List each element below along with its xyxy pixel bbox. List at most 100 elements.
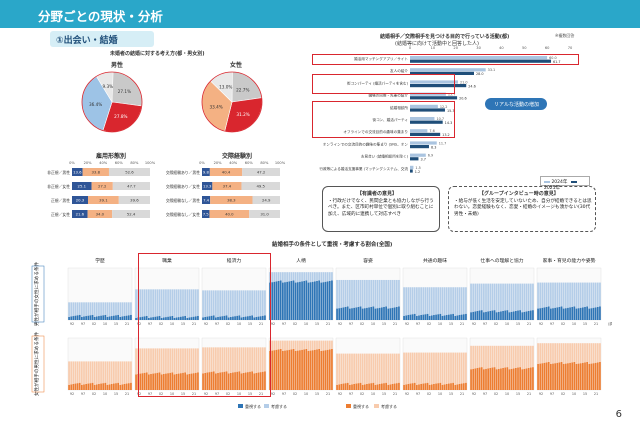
cond-bar-con-1-7-26 [592, 343, 595, 364]
cond-bar-con-0-0-15 [100, 302, 102, 316]
cond-bar-con-0-3-28 [328, 272, 331, 281]
cond-bar-con-0-6-7 [485, 283, 487, 312]
cond-bar-con-0-3-13 [296, 272, 299, 283]
cond-bar-imp-0-2-4 [210, 315, 213, 320]
cond-bar-con-0-3-26 [324, 272, 327, 282]
cond-bar-con-1-4-23 [385, 353, 387, 383]
pie-male-value-2: 36.4% [89, 102, 102, 107]
cond-panel-1-4 [335, 337, 401, 391]
interview-title: 【グループインタビュー時の意見】 [479, 191, 559, 197]
interview-text: ・給与が低く生活を安定していないため、自分が結婚できるとは思わない。恋愛経験もな… [454, 199, 592, 217]
cond-bar-imp-1-4-3 [342, 383, 345, 390]
cond-bar-con-0-7-0 [537, 282, 539, 309]
cond-bar-con-0-2-8 [219, 290, 221, 317]
cond-bar-imp-0-1-9 [154, 316, 157, 320]
cond-year-0-0-2: 02 [92, 322, 96, 326]
cond-bar-imp-1-1-10 [156, 372, 159, 390]
cond-bar-imp-0-2-13 [229, 316, 232, 320]
cond-bar-imp-1-0-2 [72, 383, 75, 390]
cond-bar-imp-0-5-18 [441, 315, 444, 320]
cond-bar-imp-1-0-16 [102, 383, 105, 390]
cond-bar-imp-1-7-13 [564, 363, 567, 390]
cond-bar-con-0-3-27 [326, 272, 329, 282]
cond-bar-con-0-2-6 [215, 290, 217, 318]
cond-bar-imp-1-4-17 [372, 382, 375, 390]
cond-bar-con-1-2-29 [264, 347, 266, 372]
cond-bar-con-1-6-28 [529, 345, 532, 368]
cond-bar-imp-1-0-11 [91, 382, 94, 390]
cond-bar-con-0-7-11 [560, 282, 563, 307]
cond-bar-con-1-5-7 [418, 352, 420, 385]
cond-bar-con-0-3-3 [275, 272, 278, 282]
cond-bar-con-0-2-13 [229, 290, 232, 317]
cond-bar-con-0-1-7 [150, 289, 152, 318]
cond-bar-con-0-1-25 [188, 289, 191, 318]
cond-bar-imp-1-2-19 [242, 372, 245, 390]
cond-bar-imp-0-0-20 [110, 316, 113, 320]
cond-bar-con-0-4-11 [359, 279, 362, 307]
cond-bar-imp-0-2-8 [219, 316, 221, 320]
cond-bar-con-1-5-29 [465, 352, 467, 383]
cond-bar-con-1-3-1 [271, 340, 274, 351]
cond-bar-imp-0-1-20 [177, 317, 180, 320]
cond-bar-con-1-1-27 [192, 348, 195, 374]
pie-female-ring [201, 71, 263, 133]
cond-bar-con-1-0-24 [119, 361, 122, 385]
cond-bar-con-0-7-14 [567, 282, 569, 308]
cond-bar-imp-0-7-23 [586, 306, 588, 320]
cond-bar-con-0-0-23 [117, 302, 119, 315]
cond-bar-imp-0-4-23 [385, 306, 387, 320]
cond-bar-con-1-4-14 [366, 353, 368, 384]
cond-panel-0-5 [402, 267, 468, 321]
cond-bar-con-1-1-8 [152, 348, 154, 374]
cond-bar-imp-0-2-1 [204, 316, 207, 320]
cond-bar-imp-0-6-10 [491, 310, 494, 320]
cond-bar-imp-0-2-14 [232, 316, 234, 320]
cond-bar-imp-1-5-25 [456, 384, 459, 390]
cond-year-1-0-1: 97 [81, 392, 85, 396]
cond-bar-imp-0-6-1 [472, 311, 475, 320]
act-tick-0: 0 [409, 46, 412, 50]
cond-bar-imp-0-1-18 [173, 317, 176, 320]
cond-bar-imp-0-6-24 [521, 312, 524, 320]
cond-bar-con-1-3-21 [314, 340, 316, 350]
cond-bar-con-1-4-24 [387, 353, 390, 385]
cond-bar-imp-0-7-17 [573, 306, 576, 320]
cond-year-0-1-3: 10 [170, 322, 174, 326]
act-val-2024-7: 11.7 [439, 141, 447, 145]
cond-bar-con-1-6-8 [487, 345, 489, 369]
cond-bar-con-0-0-5 [78, 302, 81, 315]
cond-bar-con-0-7-29 [599, 282, 601, 307]
cond-bar-imp-1-0-24 [119, 384, 122, 390]
cond-bar-imp-0-3-24 [320, 282, 323, 320]
cond-bar-imp-1-5-15 [435, 383, 437, 390]
cond-bar-imp-0-2-16 [236, 315, 239, 320]
cond-bar-imp-0-7-1 [539, 308, 542, 320]
cond-bar-con-1-1-18 [173, 348, 176, 375]
cond-bar-imp-1-0-22 [115, 383, 117, 390]
cond-bar-imp-1-2-14 [232, 372, 234, 390]
cond-bar-imp-0-2-2 [206, 316, 209, 320]
cond-col-title-2: 経済力 [227, 257, 242, 264]
cond-legend-swatch-3 [374, 404, 379, 408]
int-bar-label-0-0: 9.8 [203, 170, 210, 175]
cond-bar-imp-0-4-12 [361, 308, 364, 320]
cond-year-0-7-1: 97 [550, 322, 554, 326]
cond-bar-con-0-7-24 [588, 282, 591, 309]
cond-bar-con-0-5-29 [465, 287, 467, 314]
cond-bar-imp-1-3-14 [299, 350, 301, 390]
cond-bar-imp-0-1-15 [167, 316, 169, 320]
cond-year-1-3-5: 21 [326, 392, 330, 396]
cond-bar-con-0-1-23 [184, 289, 186, 316]
cond-bar-con-1-4-16 [370, 353, 373, 384]
cond-bar-con-0-1-0 [135, 289, 137, 318]
cond-bar-con-0-2-10 [223, 290, 226, 316]
cond-bar-con-1-1-20 [177, 348, 180, 374]
act-val-2024-3: 15.7 [448, 93, 456, 97]
cond-bar-con-0-3-21 [314, 272, 316, 282]
cond-bar-imp-0-5-3 [409, 314, 412, 320]
cond-bar-imp-1-7-18 [575, 364, 578, 390]
legend-2025: 2025年 [544, 186, 560, 191]
cond-bar-imp-1-2-25 [255, 372, 258, 390]
cond-bar-imp-1-5-24 [454, 384, 457, 390]
